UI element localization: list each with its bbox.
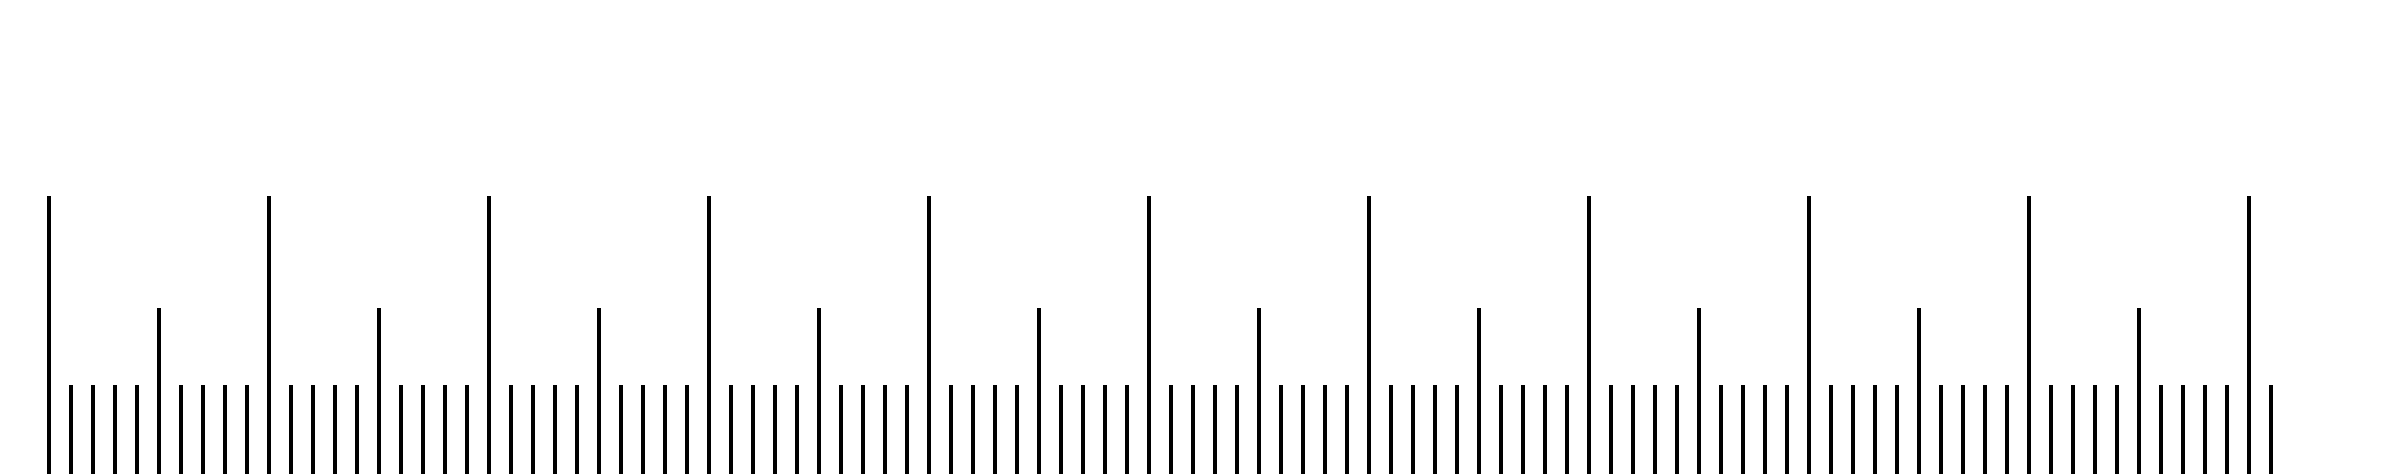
ruler-ticks	[49, 196, 2271, 474]
